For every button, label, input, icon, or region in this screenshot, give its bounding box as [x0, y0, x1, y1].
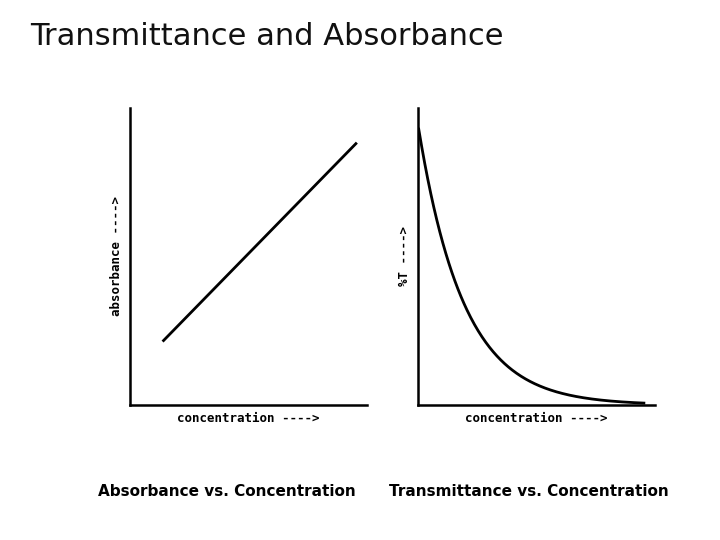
Text: Transmittance and Absorbance: Transmittance and Absorbance — [30, 22, 503, 51]
Y-axis label: absorbance ---->: absorbance ----> — [109, 197, 122, 316]
X-axis label: concentration ---->: concentration ----> — [177, 412, 320, 425]
Text: Transmittance vs. Concentration: Transmittance vs. Concentration — [390, 484, 669, 499]
Y-axis label: %T ---->: %T ----> — [397, 226, 410, 287]
Text: Absorbance vs. Concentration: Absorbance vs. Concentration — [98, 484, 356, 499]
X-axis label: concentration ---->: concentration ----> — [465, 412, 608, 425]
